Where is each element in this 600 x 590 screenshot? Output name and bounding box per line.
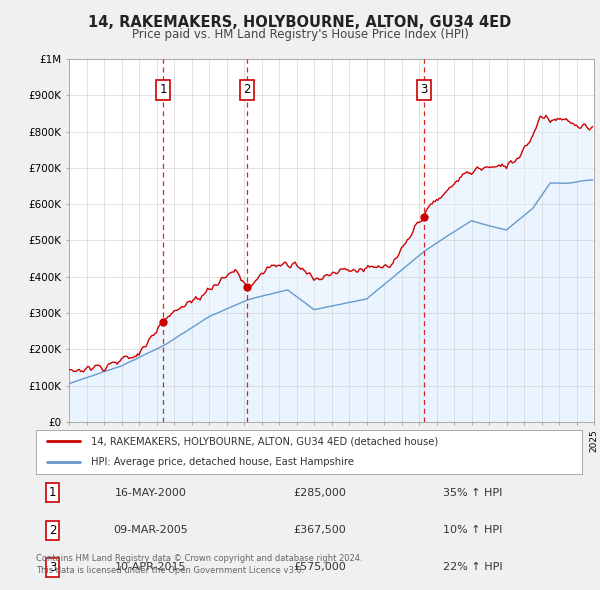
Text: HPI: Average price, detached house, East Hampshire: HPI: Average price, detached house, East…: [91, 457, 353, 467]
Text: 14, RAKEMAKERS, HOLYBOURNE, ALTON, GU34 4ED: 14, RAKEMAKERS, HOLYBOURNE, ALTON, GU34 …: [88, 15, 512, 30]
Text: 2: 2: [49, 523, 56, 537]
Text: 3: 3: [49, 560, 56, 574]
Text: 16-MAY-2000: 16-MAY-2000: [115, 488, 187, 498]
Text: 22% ↑ HPI: 22% ↑ HPI: [443, 562, 503, 572]
Text: £575,000: £575,000: [293, 562, 346, 572]
Text: 1: 1: [49, 486, 56, 500]
Text: 10% ↑ HPI: 10% ↑ HPI: [443, 525, 502, 535]
Text: Contains HM Land Registry data © Crown copyright and database right 2024.
This d: Contains HM Land Registry data © Crown c…: [36, 555, 362, 575]
Text: 1: 1: [159, 83, 167, 96]
Text: 09-MAR-2005: 09-MAR-2005: [113, 525, 188, 535]
Text: 10-APR-2015: 10-APR-2015: [115, 562, 187, 572]
Text: £285,000: £285,000: [293, 488, 346, 498]
Text: 2: 2: [244, 83, 251, 96]
Text: 3: 3: [420, 83, 427, 96]
Text: 35% ↑ HPI: 35% ↑ HPI: [443, 488, 502, 498]
Text: £367,500: £367,500: [293, 525, 346, 535]
Text: Price paid vs. HM Land Registry's House Price Index (HPI): Price paid vs. HM Land Registry's House …: [131, 28, 469, 41]
Text: 14, RAKEMAKERS, HOLYBOURNE, ALTON, GU34 4ED (detached house): 14, RAKEMAKERS, HOLYBOURNE, ALTON, GU34 …: [91, 437, 438, 447]
